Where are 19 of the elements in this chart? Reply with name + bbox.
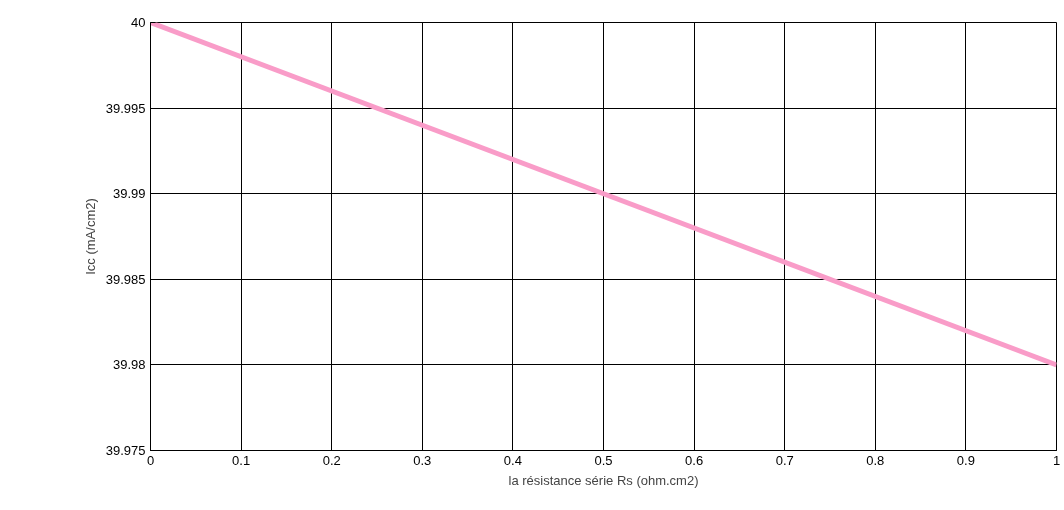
x-tick-label: 0 xyxy=(146,452,155,468)
y-tick-label: 39.995 xyxy=(105,100,146,116)
x-axis-title: la résistance série Rs (ohm.cm2) xyxy=(508,472,699,488)
y-tick-label: 39.985 xyxy=(105,271,146,287)
y-tick-label: 39.98 xyxy=(112,357,146,373)
x-tick-label: 0.7 xyxy=(775,452,794,468)
x-tick-label: 0.1 xyxy=(232,452,251,468)
x-tick-label: 0.5 xyxy=(594,452,613,468)
x-tick-label: 0.2 xyxy=(322,452,341,468)
y-axis-title: Icc (mA/cm2) xyxy=(82,198,98,275)
x-tick-label: 1 xyxy=(1052,452,1061,468)
y-tick-label: 39.975 xyxy=(105,443,146,458)
x-tick-label: 0.4 xyxy=(503,452,522,468)
x-tick-label: 0.3 xyxy=(413,452,432,468)
x-tick-label: 0.9 xyxy=(956,452,975,468)
x-tick-label: 0.8 xyxy=(866,452,885,468)
y-tick-label: 40 xyxy=(131,15,146,30)
x-tick-label: 0.6 xyxy=(685,452,704,468)
y-tick-label: 39.99 xyxy=(112,186,146,202)
